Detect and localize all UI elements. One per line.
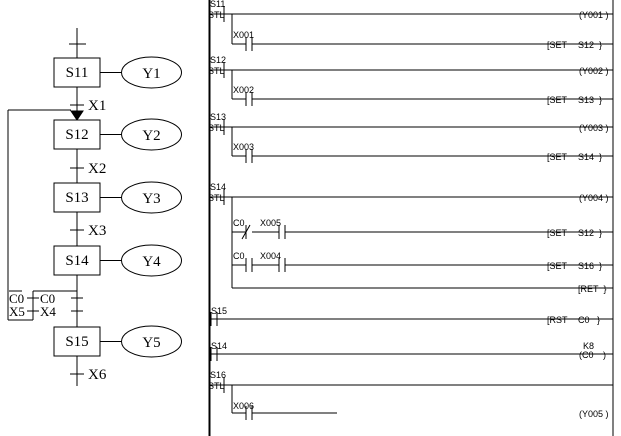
svg-text:Y3: Y3 <box>142 191 160 207</box>
svg-text:C0: C0 <box>233 251 245 261</box>
svg-text:STL: STL <box>208 10 225 20</box>
svg-text:Y5: Y5 <box>142 335 160 351</box>
svg-text:(Y002 ): (Y002 ) <box>579 66 609 76</box>
svg-text:S13: S13 <box>210 112 226 122</box>
svg-text:(C0: (C0 <box>579 350 594 360</box>
svg-text:S15: S15 <box>211 306 227 316</box>
svg-text:[SET: [SET <box>547 152 568 162</box>
svg-text:S15: S15 <box>65 334 88 350</box>
svg-text:S14 }: S14 } <box>578 152 602 162</box>
svg-text:S12: S12 <box>210 55 226 65</box>
svg-text:STL: STL <box>208 193 225 203</box>
svg-text:STL: STL <box>208 123 225 133</box>
svg-text:S14: S14 <box>211 341 227 351</box>
svg-text:): ) <box>603 350 606 360</box>
svg-text:X5: X5 <box>9 304 25 319</box>
svg-text:Y2: Y2 <box>142 128 160 144</box>
svg-text:(Y005 ): (Y005 ) <box>579 409 609 419</box>
svg-text:Y1: Y1 <box>142 66 160 82</box>
svg-text:S12: S12 <box>65 127 88 143</box>
svg-text:STL: STL <box>208 381 225 391</box>
svg-text:S12 }: S12 } <box>578 40 602 50</box>
svg-text:S14: S14 <box>65 253 89 269</box>
svg-text:[SET: [SET <box>547 228 568 238</box>
svg-text:[RST: [RST <box>547 315 568 325</box>
svg-text:(Y001 ): (Y001 ) <box>579 10 609 20</box>
svg-text:S13: S13 <box>65 190 88 206</box>
svg-text:S11: S11 <box>66 65 89 81</box>
svg-text:S11: S11 <box>210 0 225 9</box>
svg-text:[RET }: [RET } <box>578 284 607 294</box>
svg-text:STL: STL <box>208 66 225 76</box>
svg-text:X001: X001 <box>233 30 254 40</box>
svg-text:X005: X005 <box>260 218 281 228</box>
svg-text:X4: X4 <box>40 304 56 319</box>
svg-text:X1: X1 <box>88 98 106 114</box>
svg-text:C0: C0 <box>233 218 245 228</box>
svg-text:(Y004 ): (Y004 ) <box>579 193 609 203</box>
svg-text:[SET: [SET <box>547 40 568 50</box>
svg-text:X3: X3 <box>88 223 106 239</box>
svg-text:[SET: [SET <box>547 261 568 271</box>
svg-text:X004: X004 <box>260 251 281 261</box>
svg-text:X003: X003 <box>233 142 254 152</box>
svg-text:X002: X002 <box>233 85 254 95</box>
svg-text:(Y003 ): (Y003 ) <box>579 123 609 133</box>
svg-text:[SET: [SET <box>547 95 568 105</box>
svg-text:Y4: Y4 <box>142 254 161 270</box>
svg-text:C0 }: C0 } <box>578 315 600 325</box>
svg-text:S14: S14 <box>210 182 226 192</box>
svg-text:S12 }: S12 } <box>578 228 602 238</box>
svg-text:X2: X2 <box>88 161 106 177</box>
svg-text:S13 }: S13 } <box>578 95 602 105</box>
svg-text:S16 }: S16 } <box>578 261 602 271</box>
svg-text:S16: S16 <box>210 370 226 380</box>
svg-text:X006: X006 <box>233 401 254 411</box>
svg-text:X6: X6 <box>88 367 107 383</box>
